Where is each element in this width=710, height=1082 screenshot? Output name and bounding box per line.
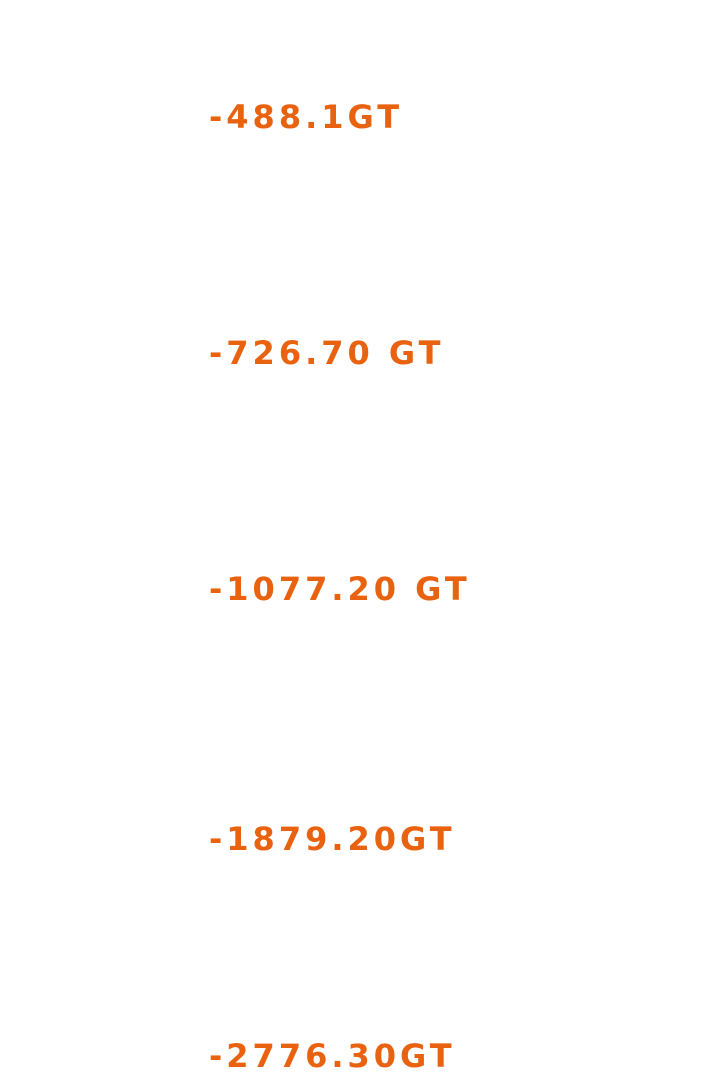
- value-label-5: -2776.30GT: [209, 1037, 456, 1075]
- value-label-3: -1077.20 GT: [209, 570, 471, 608]
- value-label-1: -488.1GT: [209, 98, 404, 136]
- value-label-4: -1879.20GT: [209, 820, 456, 858]
- value-label-2: -726.70 GT: [209, 334, 445, 372]
